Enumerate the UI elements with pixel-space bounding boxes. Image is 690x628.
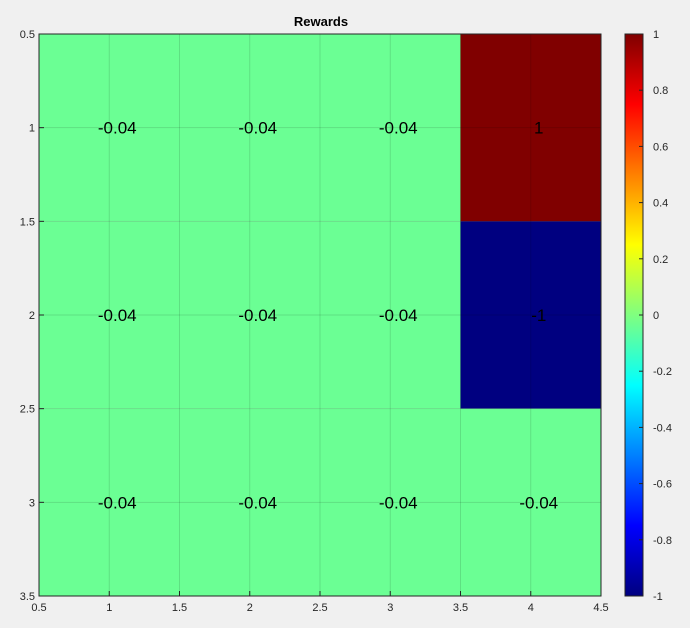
cell-value-label: -0.04 (98, 493, 137, 512)
x-tick-label: 3 (387, 602, 393, 614)
colorbar-tick-label: -0.8 (653, 535, 672, 547)
x-tick-label: 1 (106, 602, 112, 614)
heatmap-cell (460, 221, 601, 409)
colorbar-tick-label: 0.6 (653, 141, 668, 153)
colorbar-tick-label: 0.2 (653, 254, 668, 266)
heatmap-cell (320, 408, 461, 596)
heatmap-cell (460, 408, 601, 596)
y-tick-label: 3.5 (20, 591, 35, 603)
cell-value-label: -0.04 (238, 493, 277, 512)
y-tick-label: 1.5 (20, 216, 35, 228)
cell-value-label: -0.04 (98, 119, 137, 138)
colorbar: -1 -0.8 -0.6 -0.4 -0.2 0 0.2 0.4 0.6 0.8 1 (624, 29, 672, 603)
cell-labels: -0.04 -0.04 -0.04 1 -0.04 -0.04 -0.04 -1 -0.04 -0… (98, 119, 558, 513)
cell-value-label: 1 (534, 119, 543, 138)
x-tick-label: 2.5 (312, 602, 327, 614)
x-tick-label: 3.5 (453, 602, 468, 614)
cell-value-label: -0.04 (379, 306, 418, 325)
cell-value-label: -0.04 (238, 306, 277, 325)
heatmap-cell (460, 34, 601, 222)
x-tick-label: 4 (528, 602, 534, 614)
colorbar-tick-label: -0.6 (653, 479, 672, 491)
x-tick-label: 4.5 (593, 602, 608, 614)
colorbar-tick-label: 0.8 (653, 85, 668, 97)
y-tick-label: 3 (29, 497, 35, 509)
heatmap-cell (179, 34, 320, 222)
colorbar-tick-label: -1 (653, 591, 663, 603)
chart-title: Rewards (294, 14, 348, 29)
colorbar-tick-label: -0.2 (653, 366, 672, 378)
y-tick-label: 2.5 (20, 404, 35, 416)
cell-value-label: -0.04 (238, 119, 277, 138)
cell-value-label: -0.04 (98, 306, 137, 325)
cell-value-label: -0.04 (379, 493, 418, 512)
cell-value-label: -0.04 (519, 493, 558, 512)
heatmap-cell (320, 34, 461, 222)
heatmap-cell (179, 221, 320, 409)
heatmap-cells (39, 34, 601, 596)
y-tick-label: 1 (29, 123, 35, 135)
heatmap-cell (39, 221, 180, 409)
x-tick-label: 1.5 (172, 602, 187, 614)
colorbar-tick-label: 0 (653, 310, 659, 322)
cell-value-label: -0.04 (379, 119, 418, 138)
y-tick-label: 2 (29, 310, 35, 322)
heatmap-cell (39, 34, 180, 222)
x-tick-label: 0.5 (31, 602, 46, 614)
colorbar-tick-label: 0.4 (653, 198, 668, 210)
axes: 0.5 1 1.5 2 2.5 3 3.5 4 4.5 0.5 1 1.5 2 2.5 3 3.5 (20, 29, 609, 614)
heatmap-cell (320, 221, 461, 409)
colorbar-tick-label: 1 (653, 29, 659, 41)
y-tick-label: 0.5 (20, 29, 35, 41)
x-tick-label: 2 (247, 602, 253, 614)
heatmap-cell (39, 408, 180, 596)
colorbar-tick-label: -0.4 (653, 422, 672, 434)
heatmap-cell (179, 408, 320, 596)
cell-value-label: -1 (531, 306, 546, 325)
